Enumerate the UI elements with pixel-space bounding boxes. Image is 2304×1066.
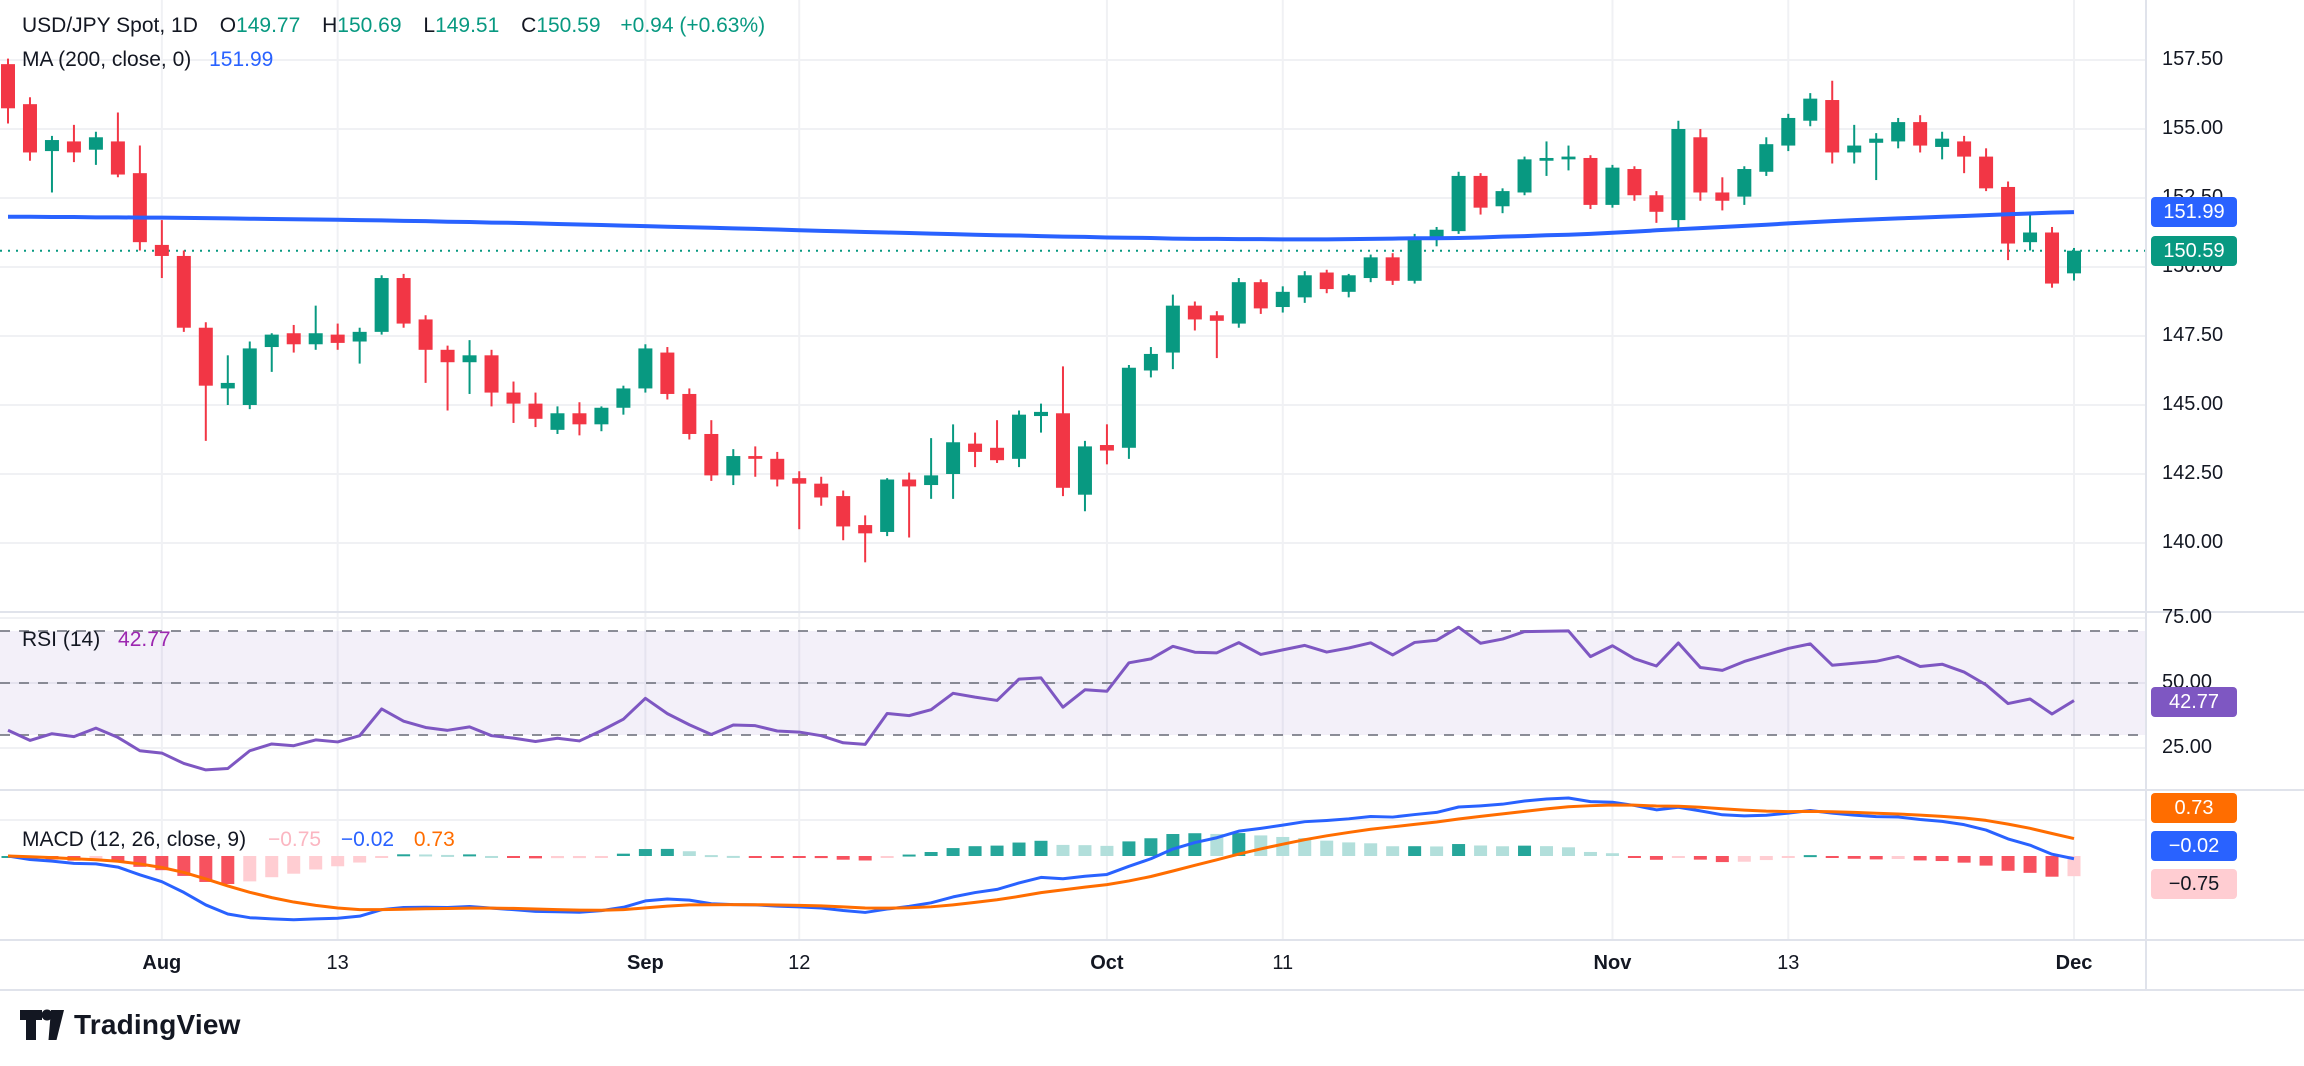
ma-label[interactable]: MA (200, close, 0) xyxy=(22,48,192,71)
time-axis-tick: Dec xyxy=(2055,952,2093,974)
ma-legend: MA (200, close, 0) 151.99 xyxy=(22,48,273,72)
brand-name: TradingView xyxy=(74,1009,241,1040)
low-value: 149.51 xyxy=(435,14,500,37)
time-axis-tick: 13 xyxy=(326,952,349,974)
high-value: 150.69 xyxy=(337,14,402,37)
open-label: O xyxy=(219,14,237,37)
rsi-legend: RSI (14) 42.77 xyxy=(22,628,171,652)
rsi-label[interactable]: RSI (14) xyxy=(22,628,101,651)
ma-price-badge: 151.99 xyxy=(2151,197,2237,227)
close-label: C xyxy=(521,14,537,37)
ma-value: 151.99 xyxy=(209,48,274,71)
macd-label[interactable]: MACD (12, 26, close, 9) xyxy=(22,828,247,851)
symbol-title[interactable]: USD/JPY Spot, 1D xyxy=(22,14,198,37)
rsi-axis-tick: 75.00 xyxy=(2162,606,2213,628)
main-legend: USD/JPY Spot, 1D O149.77 H150.69 L149.51… xyxy=(22,14,765,38)
price-axis-tick: 147.50 xyxy=(2162,324,2224,346)
tradingview-logo[interactable]: TradingView xyxy=(20,1008,241,1042)
time-axis-tick: 12 xyxy=(788,952,811,974)
time-axis-tick: 11 xyxy=(1272,952,1294,974)
time-axis-tick: Sep xyxy=(627,952,664,974)
time-axis-tick: Nov xyxy=(1593,952,1632,974)
low-label: L xyxy=(423,14,436,37)
macd-line-value: −0.02 xyxy=(340,828,395,851)
macd-signal-value: 0.73 xyxy=(413,828,455,851)
rsi-value-badge: 42.77 xyxy=(2151,687,2237,717)
time-axis-tick: Oct xyxy=(1090,952,1124,974)
rsi-axis-tick: 25.00 xyxy=(2162,736,2213,758)
high-label: H xyxy=(322,14,338,37)
macd-legend: MACD (12, 26, close, 9) −0.75 −0.02 0.73 xyxy=(22,828,455,852)
close-value: 150.59 xyxy=(536,14,601,37)
price-axis-tick: 140.00 xyxy=(2162,531,2224,553)
open-value: 149.77 xyxy=(236,14,301,37)
macd-line-badge: −0.02 xyxy=(2151,831,2237,861)
macd-signal-badge: 0.73 xyxy=(2151,793,2237,823)
price-axis-tick: 145.00 xyxy=(2162,393,2224,415)
price-axis-tick: 155.00 xyxy=(2162,117,2224,139)
time-axis-tick: 13 xyxy=(1777,952,1800,974)
price-axis-tick: 142.50 xyxy=(2162,462,2224,484)
tradingview-mark-icon xyxy=(20,1009,64,1040)
price-axis-tick: 157.50 xyxy=(2162,48,2224,70)
time-axis-tick: Aug xyxy=(142,952,182,974)
change-value: +0.94 (+0.63%) xyxy=(620,14,766,37)
last-price-badge: 150.59 xyxy=(2151,236,2237,266)
macd-hist-badge: −0.75 xyxy=(2151,869,2237,899)
rsi-value: 42.77 xyxy=(118,628,171,651)
macd-hist-value: −0.75 xyxy=(267,828,322,851)
